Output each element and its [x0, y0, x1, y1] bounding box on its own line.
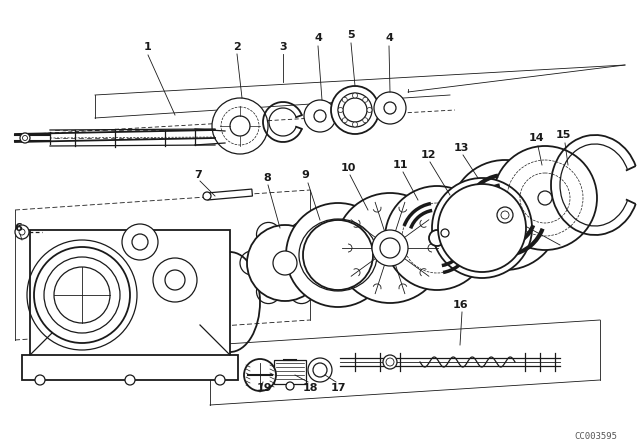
Text: 4: 4: [314, 33, 322, 43]
Circle shape: [289, 280, 314, 304]
Circle shape: [132, 234, 148, 250]
Text: 1: 1: [144, 42, 152, 52]
Circle shape: [273, 251, 297, 275]
Bar: [22, 355, 238, 380]
Circle shape: [22, 135, 28, 141]
Circle shape: [429, 230, 445, 246]
Circle shape: [385, 186, 489, 290]
Circle shape: [347, 102, 363, 118]
Circle shape: [257, 280, 280, 304]
Circle shape: [367, 108, 372, 112]
Circle shape: [212, 98, 268, 154]
Circle shape: [363, 97, 368, 102]
Circle shape: [353, 93, 358, 98]
Circle shape: [335, 193, 445, 303]
Circle shape: [240, 251, 264, 275]
Circle shape: [343, 98, 367, 122]
Circle shape: [314, 110, 326, 122]
Circle shape: [372, 230, 408, 266]
Text: 3: 3: [279, 42, 287, 52]
Circle shape: [44, 257, 120, 333]
Circle shape: [54, 267, 110, 323]
Circle shape: [441, 229, 449, 237]
Text: CC003595: CC003595: [575, 431, 618, 440]
Circle shape: [338, 108, 343, 112]
Circle shape: [122, 224, 158, 260]
Text: 4: 4: [385, 33, 393, 43]
Circle shape: [34, 247, 130, 343]
Circle shape: [497, 207, 513, 223]
Text: 7: 7: [194, 170, 202, 180]
Text: 14: 14: [528, 133, 544, 143]
Circle shape: [304, 100, 336, 132]
Circle shape: [342, 97, 348, 102]
Circle shape: [493, 146, 597, 250]
Text: 12: 12: [420, 150, 436, 160]
Text: 8: 8: [263, 173, 271, 183]
Circle shape: [244, 359, 276, 391]
Circle shape: [363, 118, 368, 123]
Circle shape: [538, 191, 552, 205]
Circle shape: [20, 133, 30, 143]
Circle shape: [275, 253, 295, 273]
Circle shape: [540, 193, 550, 203]
Circle shape: [438, 184, 526, 272]
Circle shape: [19, 229, 25, 235]
Circle shape: [125, 375, 135, 385]
Text: 9: 9: [301, 170, 309, 180]
Circle shape: [203, 192, 211, 200]
Circle shape: [313, 363, 327, 377]
Circle shape: [501, 211, 509, 219]
Circle shape: [353, 122, 358, 127]
Text: 18: 18: [302, 383, 317, 393]
Circle shape: [331, 86, 379, 134]
Text: 5: 5: [347, 30, 355, 40]
Text: 2: 2: [233, 42, 241, 52]
Circle shape: [306, 251, 330, 275]
Circle shape: [342, 118, 348, 123]
Text: 15: 15: [556, 130, 571, 140]
Circle shape: [308, 358, 332, 382]
Circle shape: [380, 238, 400, 258]
Circle shape: [432, 178, 532, 278]
Circle shape: [15, 225, 29, 239]
Circle shape: [35, 375, 45, 385]
Circle shape: [338, 93, 372, 127]
Text: 6: 6: [14, 223, 22, 233]
Circle shape: [450, 160, 560, 270]
Text: 17: 17: [330, 383, 346, 393]
Circle shape: [257, 222, 280, 246]
Circle shape: [286, 382, 294, 390]
Circle shape: [497, 207, 513, 223]
Circle shape: [230, 116, 250, 136]
Text: 13: 13: [453, 143, 468, 153]
Bar: [207, 189, 252, 200]
Circle shape: [54, 267, 110, 323]
Circle shape: [303, 220, 373, 290]
Circle shape: [380, 238, 400, 258]
Circle shape: [386, 358, 394, 366]
Text: 10: 10: [340, 163, 356, 173]
Bar: [30, 230, 230, 375]
Circle shape: [383, 355, 397, 369]
Circle shape: [247, 225, 323, 301]
Circle shape: [165, 270, 185, 290]
Bar: [274, 360, 306, 384]
Circle shape: [384, 102, 396, 114]
Text: 16: 16: [452, 300, 468, 310]
Text: 11: 11: [392, 160, 408, 170]
Circle shape: [215, 375, 225, 385]
Circle shape: [153, 258, 197, 302]
Circle shape: [374, 92, 406, 124]
Circle shape: [289, 222, 314, 246]
Text: 19: 19: [257, 383, 273, 393]
Circle shape: [286, 203, 390, 307]
